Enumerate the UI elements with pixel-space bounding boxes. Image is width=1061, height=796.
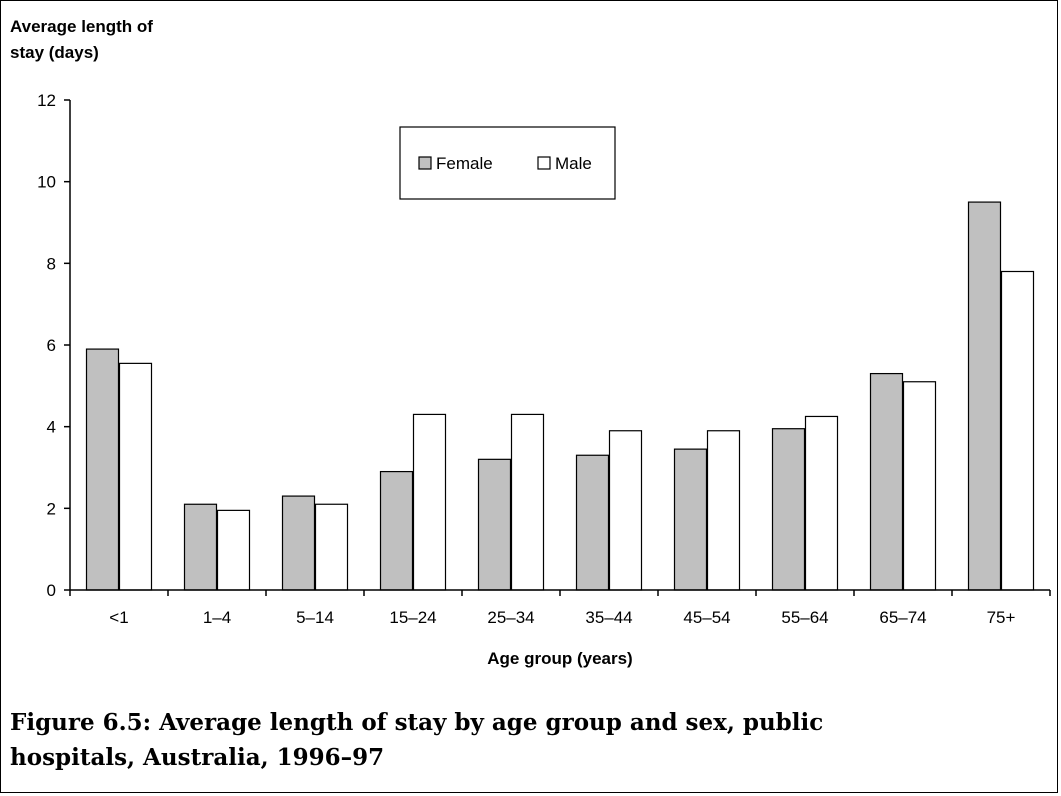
bar-male [216,509,251,591]
caption-line-1: Figure 6.5: Average length of stay by ag… [10,709,824,736]
bar-male [412,413,447,591]
bar-male [118,362,153,591]
y-tick-label: 4 [47,418,56,437]
y-axis-ticks: 0 2 4 6 8 10 12 [37,91,70,600]
bar-male [902,381,937,591]
x-tick-label: 65–74 [879,608,926,627]
x-tick-label: 55–64 [781,608,828,627]
caption-line-2: hospitals, Australia, 1996–97 [10,744,385,771]
y-tick-label: 2 [47,499,56,518]
bar-female [477,458,512,591]
legend: Female Male [399,126,616,200]
x-tick-label: 1–4 [203,608,231,627]
y-tick-label: 10 [37,173,56,192]
bar-female [771,428,806,591]
figure-caption: Figure 6.5: Average length of stay by ag… [10,705,823,775]
legend-box [399,126,616,200]
x-axis-ticks: <1 1–4 5–14 15–24 25–34 35–44 45–54 55–64 65–74 7… [69,590,1051,627]
bar-male [608,430,643,591]
y-tick-label: 6 [47,336,56,355]
y-axis-title-line-1: Average length of [10,17,153,36]
bar-female [967,201,1002,591]
legend-label-female: Female [436,154,493,173]
y-axis-title-line-2: stay (days) [10,43,99,62]
x-tick-label: 75+ [987,608,1016,627]
y-tick-label: 0 [47,581,56,600]
y-tick-label: 12 [37,91,56,110]
bar-female [673,448,708,591]
x-tick-label: 45–54 [683,608,730,627]
bar-male [510,413,545,591]
bar-female [575,454,610,591]
bar-male [804,415,839,591]
bar-female [869,372,904,591]
bar-male [706,430,741,591]
bar-female [183,503,218,591]
legend-swatch-female [418,156,432,170]
legend-swatch-male [537,156,551,170]
y-axis-title: Average length of stay (days) [10,14,153,66]
x-tick-label: <1 [109,608,128,627]
bar-male [314,503,349,591]
bar-male [1000,270,1035,591]
x-axis-title: Age group (years) [487,649,632,668]
bars [85,201,1035,591]
x-tick-label: 15–24 [389,608,436,627]
bar-female [85,348,120,591]
x-tick-label: 35–44 [585,608,632,627]
bar-female [281,495,316,591]
bar-female [379,470,414,591]
bar-chart: 0 2 4 6 8 10 12 <1 1–4 5–14 15–24 25–34 35–44 45–54 5… [37,91,1051,668]
x-tick-label: 25–34 [487,608,534,627]
x-tick-label: 5–14 [296,608,334,627]
legend-label-male: Male [555,154,592,173]
y-tick-label: 8 [47,254,56,273]
